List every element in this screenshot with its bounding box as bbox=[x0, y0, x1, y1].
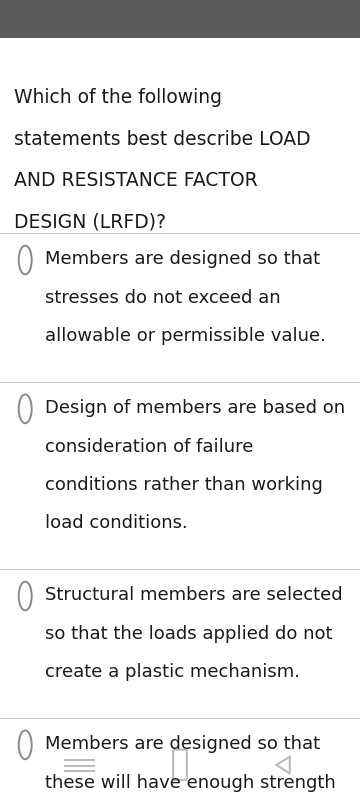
Text: Structural members are selected: Structural members are selected bbox=[45, 586, 343, 605]
Text: consideration of failure: consideration of failure bbox=[45, 438, 253, 456]
Text: Members are designed so that: Members are designed so that bbox=[45, 250, 320, 269]
Text: allowable or permissible value.: allowable or permissible value. bbox=[45, 327, 326, 346]
Text: Which of the following: Which of the following bbox=[14, 88, 222, 107]
Text: conditions rather than working: conditions rather than working bbox=[45, 476, 323, 494]
Text: so that the loads applied do not: so that the loads applied do not bbox=[45, 625, 333, 643]
Text: statements best describe LOAD: statements best describe LOAD bbox=[14, 130, 311, 149]
Text: Members are designed so that: Members are designed so that bbox=[45, 735, 320, 754]
Text: DESIGN (LRFD)?: DESIGN (LRFD)? bbox=[14, 213, 166, 232]
FancyBboxPatch shape bbox=[0, 0, 360, 38]
Text: these will have enough strength: these will have enough strength bbox=[45, 774, 336, 792]
Text: stresses do not exceed an: stresses do not exceed an bbox=[45, 289, 281, 307]
Text: AND RESISTANCE FACTOR: AND RESISTANCE FACTOR bbox=[14, 171, 258, 190]
Text: load conditions.: load conditions. bbox=[45, 514, 188, 533]
Text: Design of members are based on: Design of members are based on bbox=[45, 399, 345, 418]
Text: create a plastic mechanism.: create a plastic mechanism. bbox=[45, 663, 300, 682]
